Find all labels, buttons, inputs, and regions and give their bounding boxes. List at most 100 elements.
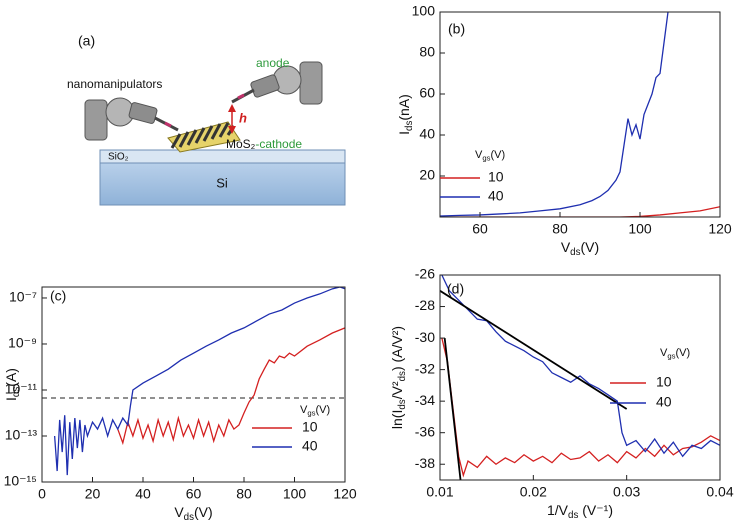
legend-label: 40 [302,438,318,454]
y-tick-label: -26 [415,266,435,282]
subscript: ds [11,387,22,397]
y-tick-label: 10⁻¹³ [5,427,38,443]
label-part: (A) [3,368,19,387]
label-part: ln(I [389,410,405,429]
mos2-label: MoS₂ [226,137,256,151]
x-tick-label: 120 [333,486,357,502]
panel-label: (a) [78,33,95,49]
label-part: (V) [490,149,505,161]
y-tick-label: 10⁻⁷ [9,289,37,305]
y-tick-label: 10⁻⁹ [8,335,37,351]
panel-label: (c) [50,288,66,304]
series-line [440,12,669,217]
label-part: (nA) [396,94,412,120]
y-tick-label: 80 [419,44,435,60]
plot-frame [41,286,346,483]
legend-label: 40 [488,188,504,204]
label-part: I [396,131,412,135]
x-tick-label: 60 [186,486,202,502]
x-tick-label: 20 [85,486,101,502]
label-part: (V⁻¹) [578,502,613,518]
series-line [117,327,345,446]
legend-label: 10 [656,374,672,390]
y-tick-label: -36 [415,423,435,439]
label-part: ) (A/V²) [389,326,405,371]
x-tick-label: 60 [472,221,488,237]
series-line [441,337,720,478]
fit-line [440,290,628,410]
plot-area [440,12,720,217]
y-axis-label: ln(Ids/V²ds) (A/V²) [389,326,408,429]
x-tick-label: 80 [552,221,568,237]
y-tick-label: 60 [419,85,435,101]
legend-label: 10 [302,419,318,435]
x-axis-label: Vds(V) [561,239,599,258]
cathode-label: MoS₂-cathode [226,137,302,151]
label-part: I [3,397,19,401]
label-part: 1/V [547,502,569,518]
x-axis-label: 1/Vds (V⁻¹) [547,502,613,521]
x-tick-label: 100 [628,221,652,237]
subscript: ds [568,510,578,521]
gap-label: h [239,110,247,125]
right-manipulator [231,61,323,105]
label-part: V [475,149,483,161]
left-manipulator [84,97,179,141]
label-part: V [561,239,571,255]
si-layer [99,162,346,206]
sio2-layer [99,149,346,164]
manipulators-label: nanomanipulators [67,77,162,91]
y-tick-label: -32 [415,360,435,376]
illustration: (a) Si SiO₂ h [67,33,346,206]
subscript: ds [570,247,580,258]
y-axis-label: Ids(A) [3,368,22,401]
series-line [441,275,720,458]
sio2-label: SiO₂ [108,152,129,163]
x-tick-label: 100 [283,486,307,502]
series-line [440,206,720,217]
arrow-head [228,126,236,134]
label-part: (V) [581,239,600,255]
y-tick-label: 40 [419,126,435,142]
y-tick-label: 10⁻¹¹ [5,381,38,397]
x-tick-label: 40 [135,486,151,502]
y-tick-label: -28 [415,297,435,313]
panel-label: (b) [448,21,465,37]
subscript: gs [482,153,490,162]
label-part: V [660,347,668,359]
x-tick-label: 0.03 [613,484,640,500]
subscript: ds [404,121,415,131]
x-tick-label: 0.02 [520,484,547,500]
subscript: ds [397,371,408,381]
legend-title: Vgs(V) [660,347,690,360]
y-tick-label: 20 [419,167,435,183]
plot-frame [439,274,721,481]
plot-area [440,275,720,480]
cathode-text: -cathode [255,137,302,151]
legend-label: 40 [656,394,672,410]
legend-label: 10 [488,169,504,185]
anode-label: anode [256,56,290,70]
subscript: gs [307,408,315,417]
subscript: ds [397,399,408,409]
y-tick-label: -34 [415,392,435,408]
x-tick-label: 0 [38,486,46,502]
series-line [53,287,345,476]
y-tick-label: 100 [412,3,436,19]
x-tick-label: 0.04 [706,484,733,500]
label-part: (V) [315,404,330,416]
label-part: (V) [675,347,690,359]
y-tick-label: 10⁻¹⁵ [4,473,37,489]
x-tick-label: 80 [236,486,252,502]
x-tick-label: 120 [708,221,732,237]
panel-label: (d) [447,281,464,297]
label-part: V [174,504,184,520]
legend-title: Vgs(V) [300,404,330,417]
fit-line [443,337,462,480]
si-label: Si [216,175,228,190]
label-part: V [300,404,308,416]
arrow-head [228,104,236,112]
x-axis-label: Vds(V) [174,504,212,521]
y-tick-label: -30 [415,329,435,345]
